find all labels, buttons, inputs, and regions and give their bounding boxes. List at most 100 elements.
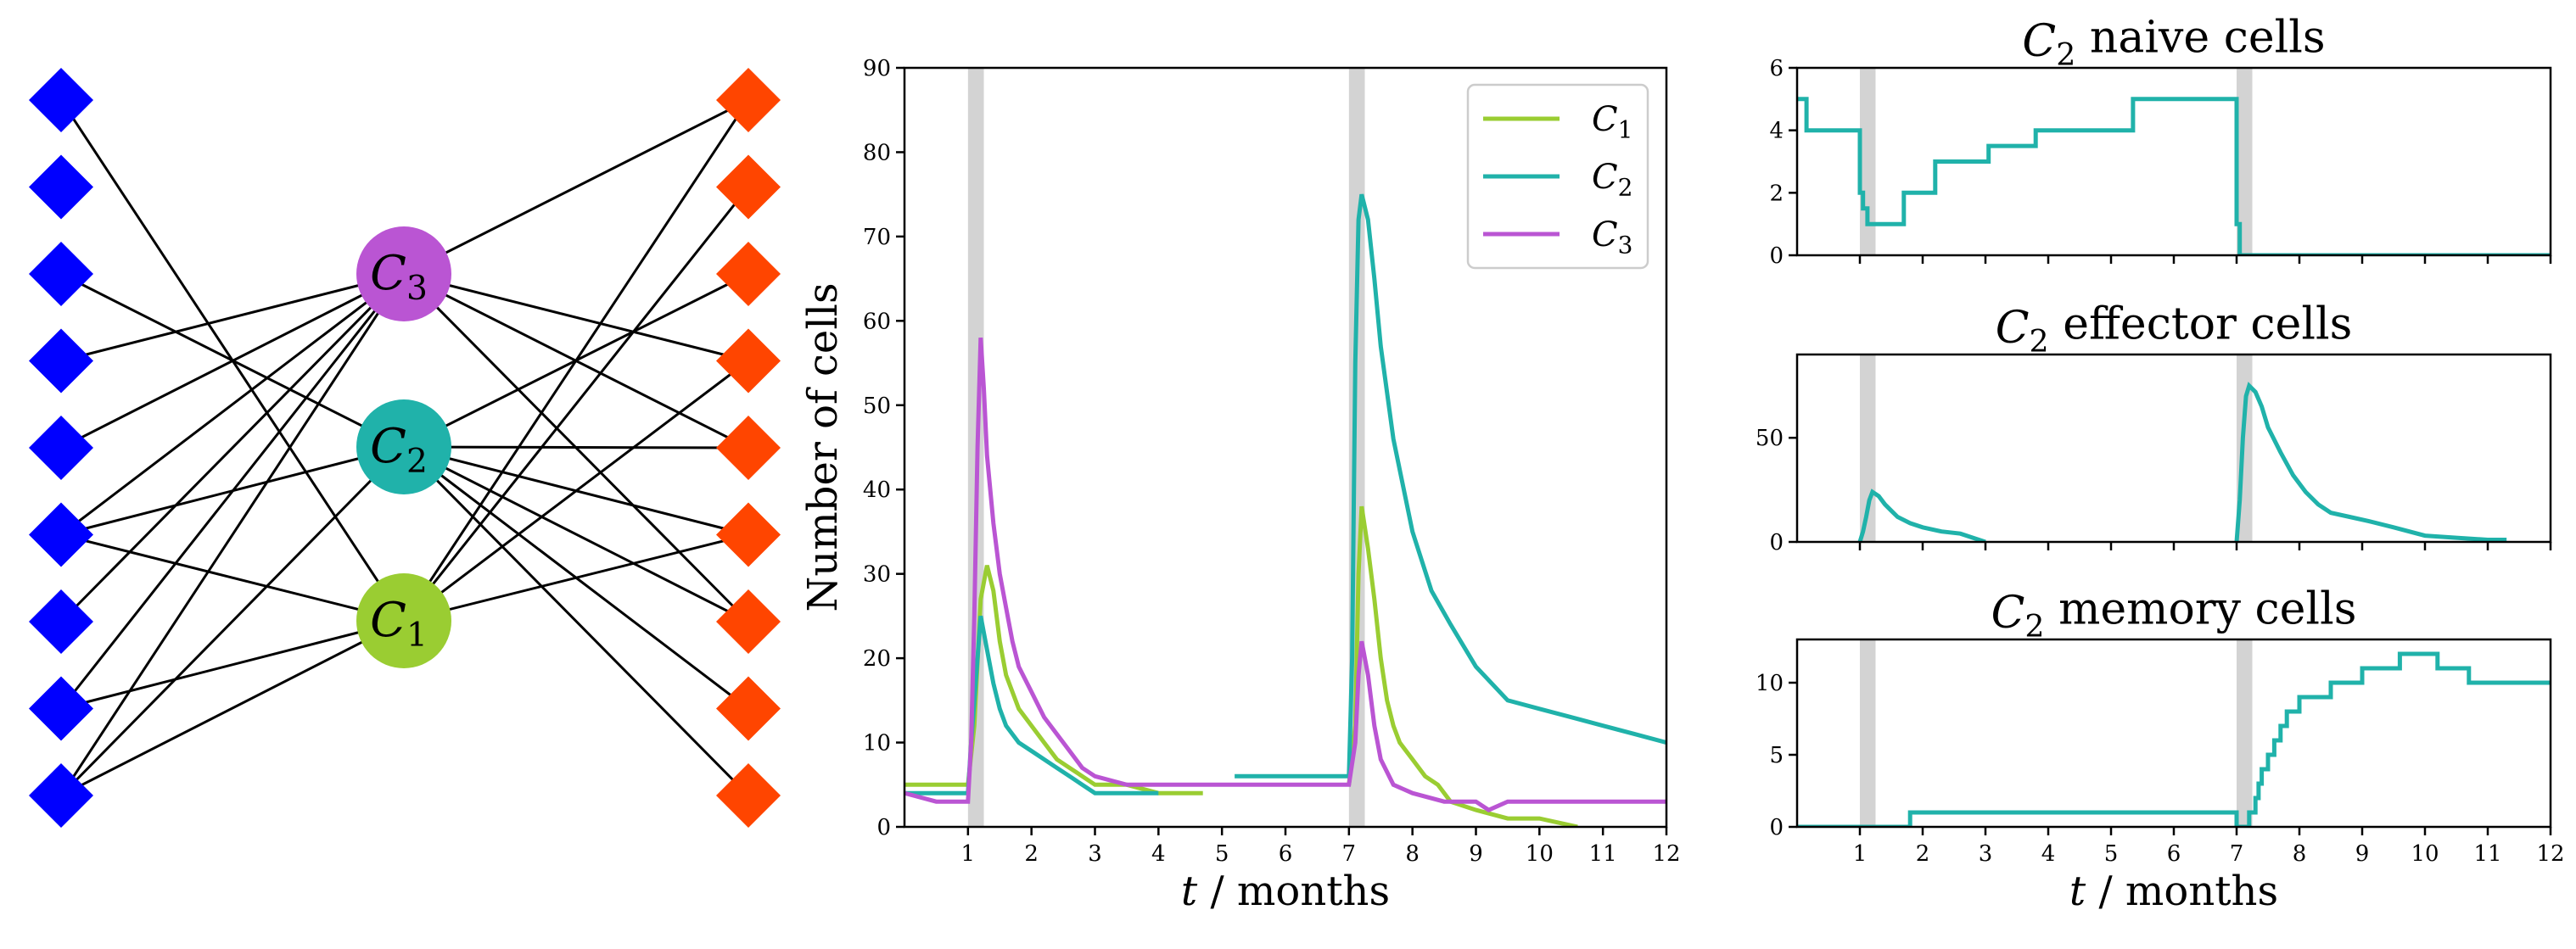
y-tick-label: 90 <box>863 56 891 81</box>
plot-frame <box>1795 353 2552 544</box>
x-tick-label: 8 <box>2293 841 2307 867</box>
x-tick-label: 1 <box>1853 841 1868 867</box>
hub-C1 <box>356 573 451 668</box>
y-tick-label: 10 <box>1756 671 1784 696</box>
panel-title: C2 naive cells <box>2022 12 2325 73</box>
x-tick-label: 8 <box>1405 841 1420 867</box>
right-node-2 <box>716 242 781 306</box>
right-node-6 <box>716 589 781 654</box>
hub-label-C3: C3 <box>370 246 428 308</box>
right-node-1 <box>716 154 781 220</box>
x-tick-label: 9 <box>1469 841 1483 867</box>
right-node-0 <box>716 68 781 132</box>
x-axis-label: t / months <box>2069 868 2278 915</box>
x-tick-label: 7 <box>1342 841 1357 867</box>
left-node-2 <box>29 242 93 306</box>
y-tick-label: 2 <box>1769 181 1784 206</box>
edge-right-3-C3 <box>403 272 749 362</box>
x-tick-label: 12 <box>2536 841 2564 867</box>
edge-left-3-C3 <box>60 272 405 362</box>
y-tick-label: 80 <box>863 140 891 165</box>
hub-label-C1: C1 <box>370 593 428 655</box>
y-tick-label: 4 <box>1769 119 1784 144</box>
shaded-band-1 <box>2237 68 2253 255</box>
edge-left-5-C3 <box>60 272 405 536</box>
series-line-C2 <box>1857 382 2507 542</box>
panel-title: C2 memory cells <box>1991 583 2357 645</box>
right-node-4 <box>716 416 781 480</box>
edge-right-4-C3 <box>403 272 749 449</box>
legend-label-C2: C2 <box>1592 158 1632 201</box>
x-tick-label: 2 <box>1916 841 1930 867</box>
hub-label-C2: C2 <box>370 419 428 481</box>
x-tick-label: 5 <box>1215 841 1229 867</box>
y-tick-label: 20 <box>863 646 891 672</box>
x-tick-label: 11 <box>1589 841 1617 867</box>
shaded-band-1 <box>2237 639 2253 827</box>
series-line-C3 <box>904 338 1666 812</box>
shaded-band-0 <box>1860 68 1876 255</box>
y-tick-label: 0 <box>1769 530 1784 555</box>
shaded-band-0 <box>1860 639 1876 827</box>
legend-label-C3: C3 <box>1592 215 1632 259</box>
left-node-3 <box>29 328 93 394</box>
y-tick-label: 5 <box>1769 743 1784 768</box>
edge-left-6-C3 <box>59 272 406 623</box>
right-node-8 <box>716 763 781 828</box>
x-tick-label: 12 <box>1652 841 1680 867</box>
y-tick-label: 60 <box>863 309 891 334</box>
left-node-5 <box>29 502 93 567</box>
y-tick-label: 10 <box>863 731 891 756</box>
edge-left-8-C3 <box>59 273 406 796</box>
x-tick-label: 9 <box>2355 841 2370 867</box>
edge-left-8-C2 <box>59 445 406 797</box>
edge-right-5-C2 <box>403 445 749 536</box>
x-tick-label: 5 <box>2104 841 2119 867</box>
edge-right-6-C3 <box>402 272 750 623</box>
series-line-C2 <box>1797 97 2551 255</box>
y-tick-label: 70 <box>863 225 891 250</box>
edge-left-5-C1 <box>60 533 405 622</box>
hub-C3 <box>356 226 451 321</box>
network-diagram: C3 C2 C1 <box>29 68 781 828</box>
hub-C2 <box>356 399 451 494</box>
left-node-4 <box>29 416 93 480</box>
right-node-7 <box>716 676 781 741</box>
left-node-7 <box>29 676 93 741</box>
x-tick-label: 10 <box>1526 841 1554 867</box>
edge-right-0-C3 <box>403 98 749 276</box>
left-node-6 <box>29 589 93 654</box>
edge-left-8-C1 <box>60 619 405 797</box>
x-tick-label: 4 <box>1151 841 1166 867</box>
left-node-0 <box>29 68 93 132</box>
x-tick-label: 10 <box>2411 841 2439 867</box>
effector-cells-chart: 0 50 C2 effector cells <box>1756 299 2552 555</box>
x-tick-label: 1 <box>961 841 976 867</box>
right-node-3 <box>716 328 781 394</box>
naive-cells-chart: 0 2 4 6 C2 naive cells <box>1769 12 2552 269</box>
y-tick-label: 50 <box>863 394 891 419</box>
y-tick-label: 6 <box>1769 56 1784 81</box>
x-tick-label: 7 <box>2230 841 2244 867</box>
edge-right-7-C2 <box>403 445 749 710</box>
edge-right-1-C1 <box>402 186 750 622</box>
edge-right-6-C2 <box>403 445 749 623</box>
x-axis-label: t / months <box>1181 868 1390 915</box>
x-tick-label: 2 <box>1024 841 1039 867</box>
edge-right-8-C2 <box>402 445 750 797</box>
series-line-C2 <box>1797 651 2551 827</box>
legend-label-C1: C1 <box>1592 100 1632 143</box>
plot-frame <box>1795 66 2552 257</box>
x-tick-label: 3 <box>1088 841 1102 867</box>
y-tick-label: 30 <box>863 562 891 588</box>
edge-left-7-C3 <box>59 273 406 710</box>
x-tick-label: 4 <box>2041 841 2056 867</box>
left-node-1 <box>29 154 93 220</box>
panel-title: C2 effector cells <box>1996 299 2353 360</box>
x-tick-label: 3 <box>1979 841 1993 867</box>
edge-left-4-C3 <box>60 272 405 449</box>
edge-left-7-C1 <box>60 619 405 710</box>
y-tick-label: 0 <box>876 815 891 840</box>
